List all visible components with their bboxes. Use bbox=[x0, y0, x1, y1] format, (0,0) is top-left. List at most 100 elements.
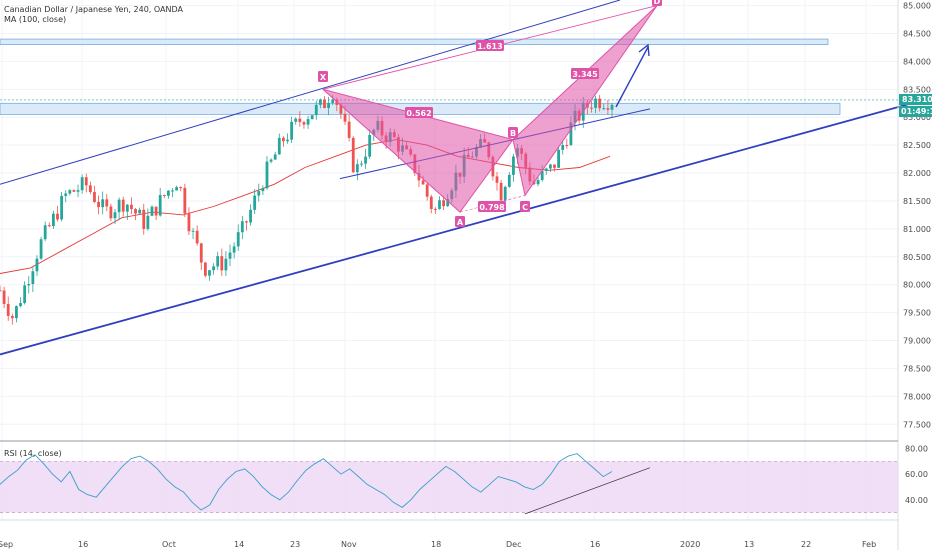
candle-body bbox=[183, 187, 187, 214]
candle-body bbox=[121, 199, 125, 212]
candle-body bbox=[553, 164, 556, 168]
candle-body bbox=[175, 187, 179, 191]
rsi-band bbox=[0, 461, 898, 513]
x-tick-label: 23 bbox=[290, 540, 300, 549]
candle-body bbox=[421, 180, 425, 185]
candle-body bbox=[236, 232, 240, 247]
projection-arrow-head bbox=[638, 43, 650, 57]
candle-body bbox=[195, 230, 199, 244]
candle-body bbox=[310, 115, 314, 120]
candle-body bbox=[429, 196, 433, 209]
candle-body bbox=[294, 118, 298, 122]
candle-body bbox=[368, 135, 372, 157]
candle-body bbox=[27, 283, 31, 286]
x-tick-label: 14 bbox=[234, 540, 244, 549]
candle-body bbox=[64, 193, 68, 196]
y-tick-label: 78.000 bbox=[903, 392, 931, 401]
candle-body bbox=[56, 213, 59, 220]
last-price-label: 83.310 bbox=[902, 95, 932, 104]
pattern-point-badge bbox=[652, 0, 662, 6]
candle-body bbox=[594, 98, 597, 108]
candle-body bbox=[105, 199, 109, 207]
pattern-ratio-badge bbox=[405, 107, 433, 118]
channel-upper-line bbox=[0, 0, 621, 185]
x-tick-label: Feb bbox=[862, 540, 876, 549]
y-tick-label: 77.500 bbox=[903, 420, 931, 429]
candle-body bbox=[171, 190, 174, 192]
candle-body bbox=[216, 256, 220, 267]
countdown-label: 01:49:17 bbox=[901, 107, 932, 116]
candle-body bbox=[318, 99, 322, 105]
candle-body bbox=[212, 266, 215, 271]
candle-body bbox=[187, 213, 191, 232]
candle-body bbox=[88, 185, 92, 192]
rsi-pane: 80.00 60.00 40.00 bbox=[0, 444, 928, 515]
candle-body bbox=[286, 139, 289, 142]
x-tick-label: Sep bbox=[0, 540, 13, 549]
chart-title: Canadian Dollar / Japanese Yen, 240, OAN… bbox=[4, 5, 184, 14]
x-tick-label: 22 bbox=[801, 540, 811, 549]
countdown-badge bbox=[899, 106, 932, 117]
y-tick-label: 81.500 bbox=[903, 197, 931, 206]
candle-body bbox=[548, 164, 552, 169]
y-tick-label: 83.000 bbox=[903, 113, 931, 122]
candle-body bbox=[503, 186, 507, 201]
candle-body bbox=[93, 191, 96, 202]
candle-body bbox=[298, 118, 302, 123]
candle-body bbox=[540, 170, 544, 181]
pattern-ac-line bbox=[459, 195, 526, 213]
candle-body bbox=[142, 209, 146, 229]
candle-body bbox=[146, 215, 150, 229]
candle-body bbox=[360, 163, 363, 165]
candle-body bbox=[109, 206, 113, 219]
candle-body bbox=[228, 252, 232, 259]
candle-body bbox=[355, 164, 359, 173]
candle-body bbox=[101, 199, 105, 208]
candle-body bbox=[602, 108, 606, 110]
candle-body bbox=[347, 121, 351, 138]
pattern-point-label: D bbox=[654, 0, 661, 6]
rsi-tick-label: 60.00 bbox=[905, 470, 928, 479]
candle-body bbox=[544, 168, 548, 171]
candle-body bbox=[80, 177, 84, 191]
pattern-ratio-label: 1.613 bbox=[477, 42, 502, 51]
candle-body bbox=[0, 290, 2, 292]
pattern-point-label: X bbox=[320, 73, 327, 82]
candle-body bbox=[31, 271, 35, 284]
candle-body bbox=[2, 290, 6, 304]
candle-body bbox=[417, 173, 421, 181]
y-tick-label: 84.500 bbox=[903, 29, 931, 38]
candle-body bbox=[134, 209, 137, 214]
candle-body bbox=[167, 190, 170, 196]
x-tick-label: Oct bbox=[162, 540, 176, 549]
ma-line bbox=[0, 139, 611, 274]
candle-body bbox=[495, 176, 499, 183]
candle-body bbox=[113, 212, 117, 219]
candle-body bbox=[154, 206, 158, 216]
candle-body bbox=[323, 99, 326, 109]
candle-body bbox=[302, 122, 306, 125]
candle-body bbox=[220, 256, 224, 271]
candle-body bbox=[208, 270, 211, 276]
rsi-trendline bbox=[524, 467, 651, 515]
price-pane bbox=[0, 0, 898, 441]
candle-body bbox=[446, 199, 450, 207]
candle-body bbox=[10, 315, 14, 319]
candle-body bbox=[47, 225, 51, 227]
candle-body bbox=[6, 303, 10, 316]
y-tick-label: 85.000 bbox=[903, 2, 931, 11]
candle-body bbox=[499, 182, 503, 201]
candle-body bbox=[125, 204, 129, 212]
pattern-point-badge bbox=[508, 127, 518, 138]
pattern-ratio-label: 3.345 bbox=[572, 70, 598, 79]
y-tick-label: 81.000 bbox=[903, 225, 931, 234]
candle-body bbox=[442, 200, 445, 207]
candle-body bbox=[97, 201, 100, 208]
price-axis bbox=[898, 0, 932, 550]
candle-body bbox=[364, 156, 367, 164]
candle-body bbox=[273, 154, 277, 160]
candle-body bbox=[130, 204, 133, 210]
candle-body bbox=[76, 190, 80, 192]
